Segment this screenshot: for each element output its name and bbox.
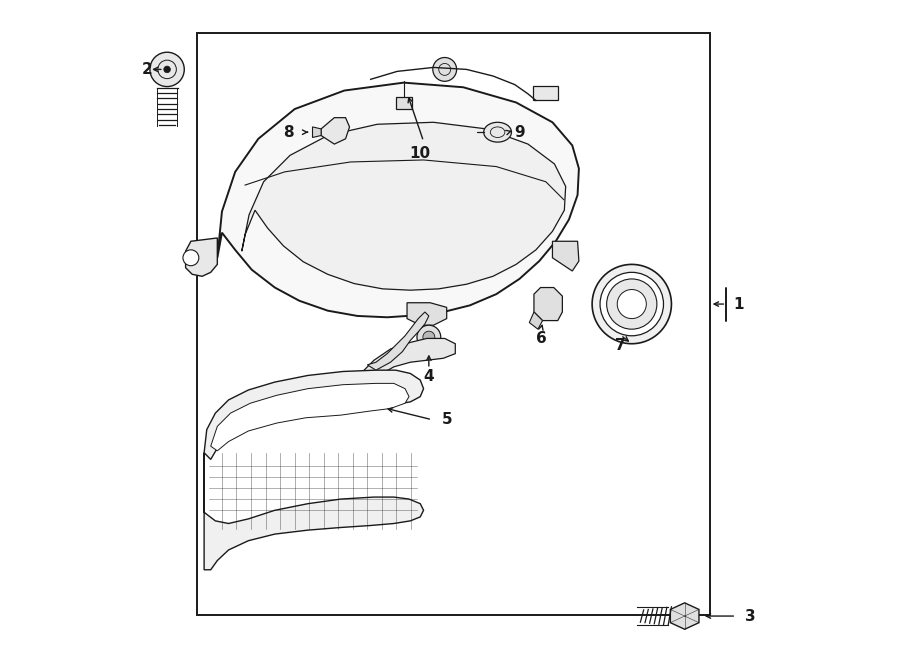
Text: 1: 1 [733, 297, 743, 311]
Circle shape [607, 279, 657, 329]
Polygon shape [351, 338, 455, 397]
Polygon shape [367, 312, 428, 370]
Bar [533, 86, 558, 100]
Circle shape [150, 52, 184, 87]
Polygon shape [242, 122, 566, 290]
Polygon shape [553, 241, 579, 271]
Circle shape [617, 290, 646, 319]
Circle shape [423, 331, 435, 343]
Ellipse shape [483, 122, 511, 142]
Text: 10: 10 [410, 146, 431, 161]
Circle shape [164, 66, 170, 73]
Polygon shape [529, 312, 543, 329]
Polygon shape [670, 603, 699, 629]
Text: 6: 6 [536, 331, 546, 346]
Circle shape [433, 58, 456, 81]
Text: 5: 5 [441, 412, 452, 427]
Polygon shape [185, 238, 217, 276]
Polygon shape [211, 383, 409, 451]
Text: 9: 9 [514, 125, 525, 139]
Bar [197, 33, 710, 615]
Polygon shape [217, 83, 579, 317]
Polygon shape [534, 288, 562, 321]
Circle shape [417, 325, 441, 349]
Text: 8: 8 [283, 125, 293, 139]
Circle shape [183, 250, 199, 266]
Circle shape [592, 264, 671, 344]
Text: 2: 2 [142, 62, 153, 77]
Circle shape [600, 272, 663, 336]
Polygon shape [312, 127, 321, 137]
Text: 7: 7 [616, 338, 625, 352]
Polygon shape [204, 453, 424, 570]
Polygon shape [407, 303, 446, 325]
Polygon shape [204, 370, 424, 459]
Text: 3: 3 [745, 609, 756, 623]
Polygon shape [321, 118, 349, 144]
Bar [396, 97, 412, 109]
Text: 4: 4 [424, 369, 434, 384]
